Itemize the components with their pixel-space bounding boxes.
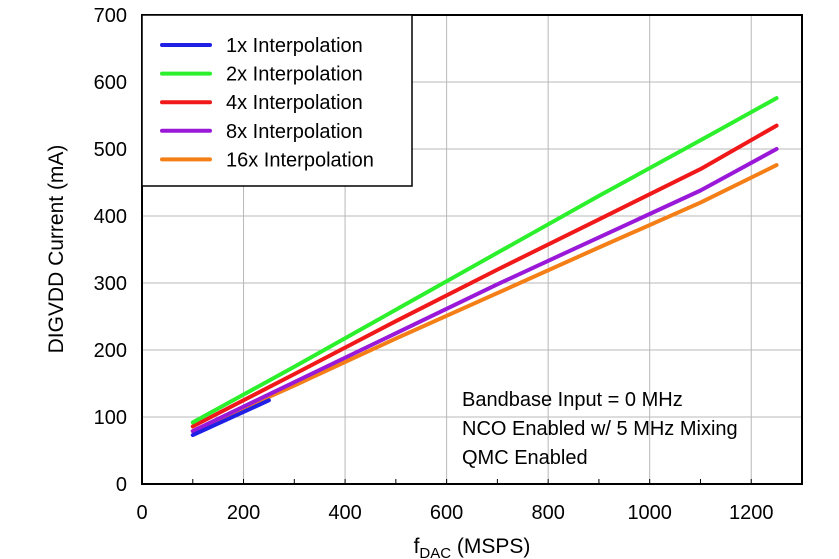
y-tick-label: 600 <box>94 72 127 94</box>
annotation-line-3: QMC Enabled <box>462 447 588 469</box>
series-line-5 <box>190 163 779 434</box>
x-tick-label: 800 <box>531 502 564 524</box>
y-tick-label: 300 <box>94 273 127 295</box>
legend-label-1: 1x Interpolation <box>226 35 363 57</box>
series-line-3 <box>190 123 779 429</box>
x-tick-label: 200 <box>227 502 260 524</box>
y-tick-label: 400 <box>94 206 127 228</box>
series-lines <box>190 96 779 438</box>
legend-label-2: 2x Interpolation <box>226 64 363 86</box>
series-line-4 <box>190 147 779 434</box>
y-tick-label: 200 <box>94 340 127 362</box>
series-line-1 <box>190 398 271 438</box>
legend-label-4: 8x Interpolation <box>226 121 363 143</box>
y-tick-label: 0 <box>116 474 127 496</box>
annotation-block: Bandbase Input = 0 MHz NCO Enabled w/ 5 … <box>462 389 738 469</box>
legend: 1x Interpolation 2x Interpolation 4x Inter… <box>141 14 413 187</box>
x-axis-label-unit: (MSPS) <box>451 535 530 558</box>
legend-label-3: 4x Interpolation <box>226 92 363 114</box>
series-line-2 <box>190 96 779 425</box>
y-tick-label: 700 <box>94 5 127 27</box>
x-tick-label: 0 <box>136 502 147 524</box>
y-axis-label: DIGVDD Current (mA) <box>45 145 68 354</box>
y-tick-label: 100 <box>94 407 127 429</box>
x-tick-label: 400 <box>328 502 361 524</box>
x-tick-label: 600 <box>430 502 463 524</box>
x-axis-label-main: f <box>414 535 420 558</box>
x-axis-label: fDAC (MSPS) <box>414 535 531 559</box>
x-axis-label-sub: DAC <box>419 545 451 559</box>
legend-label-5: 16x Interpolation <box>226 149 374 171</box>
x-tick-label: 1200 <box>729 502 774 524</box>
axis-ticks: 0 200 400 600 800 1000 1200 0 100 200 300 400 500 600… <box>94 5 774 524</box>
annotation-line-1: Bandbase Input = 0 MHz <box>462 389 683 411</box>
plot-frame <box>141 14 803 485</box>
annotation-line-2: NCO Enabled w/ 5 MHz Mixing <box>462 418 738 440</box>
x-tick-label: 1000 <box>627 502 672 524</box>
y-tick-label: 500 <box>94 139 127 161</box>
